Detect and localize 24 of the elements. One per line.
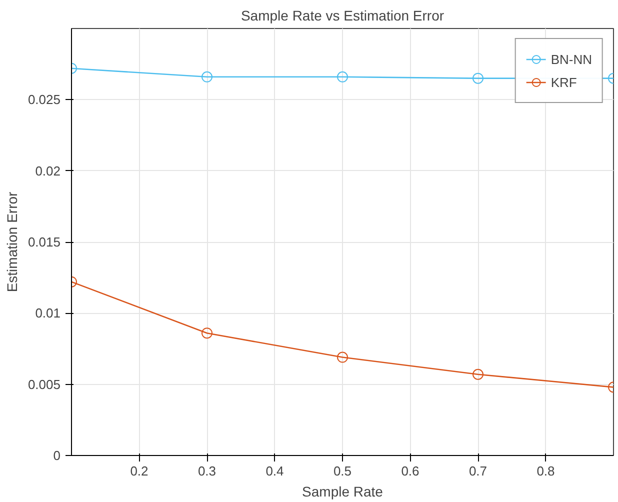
x-tick-label: 0.8 bbox=[536, 464, 555, 478]
y-axis-title: Estimation Error bbox=[4, 191, 20, 292]
y-tick-label: 0.01 bbox=[35, 306, 61, 321]
x-axis-title: Sample Rate bbox=[302, 484, 384, 500]
x-tick-label: 0.6 bbox=[401, 464, 420, 478]
x-tick-label: 0.3 bbox=[198, 464, 216, 478]
point bbox=[472, 368, 484, 380]
point bbox=[202, 328, 212, 339]
y-tick-label: 0.005 bbox=[28, 376, 61, 392]
point bbox=[202, 71, 212, 82]
y-tick-label: 0 bbox=[53, 448, 61, 463]
legend-label: BN-NN bbox=[550, 52, 592, 66]
x-tick-label: 0.7 bbox=[468, 464, 488, 478]
x-tick-label: 0.5 bbox=[333, 464, 352, 478]
legend-label: KRF bbox=[550, 74, 577, 90]
point bbox=[337, 71, 348, 82]
y-tick-label: 0.025 bbox=[28, 92, 61, 108]
y-tick-label: 0.02 bbox=[35, 163, 61, 178]
point bbox=[472, 72, 484, 84]
point bbox=[337, 352, 348, 363]
x-tick-label: 0.2 bbox=[130, 464, 148, 478]
chart-title: Sample Rate vs Estimation Error bbox=[240, 8, 444, 24]
y-tick-label: 0.015 bbox=[28, 234, 61, 250]
x-tick-label: 0.4 bbox=[266, 464, 284, 478]
